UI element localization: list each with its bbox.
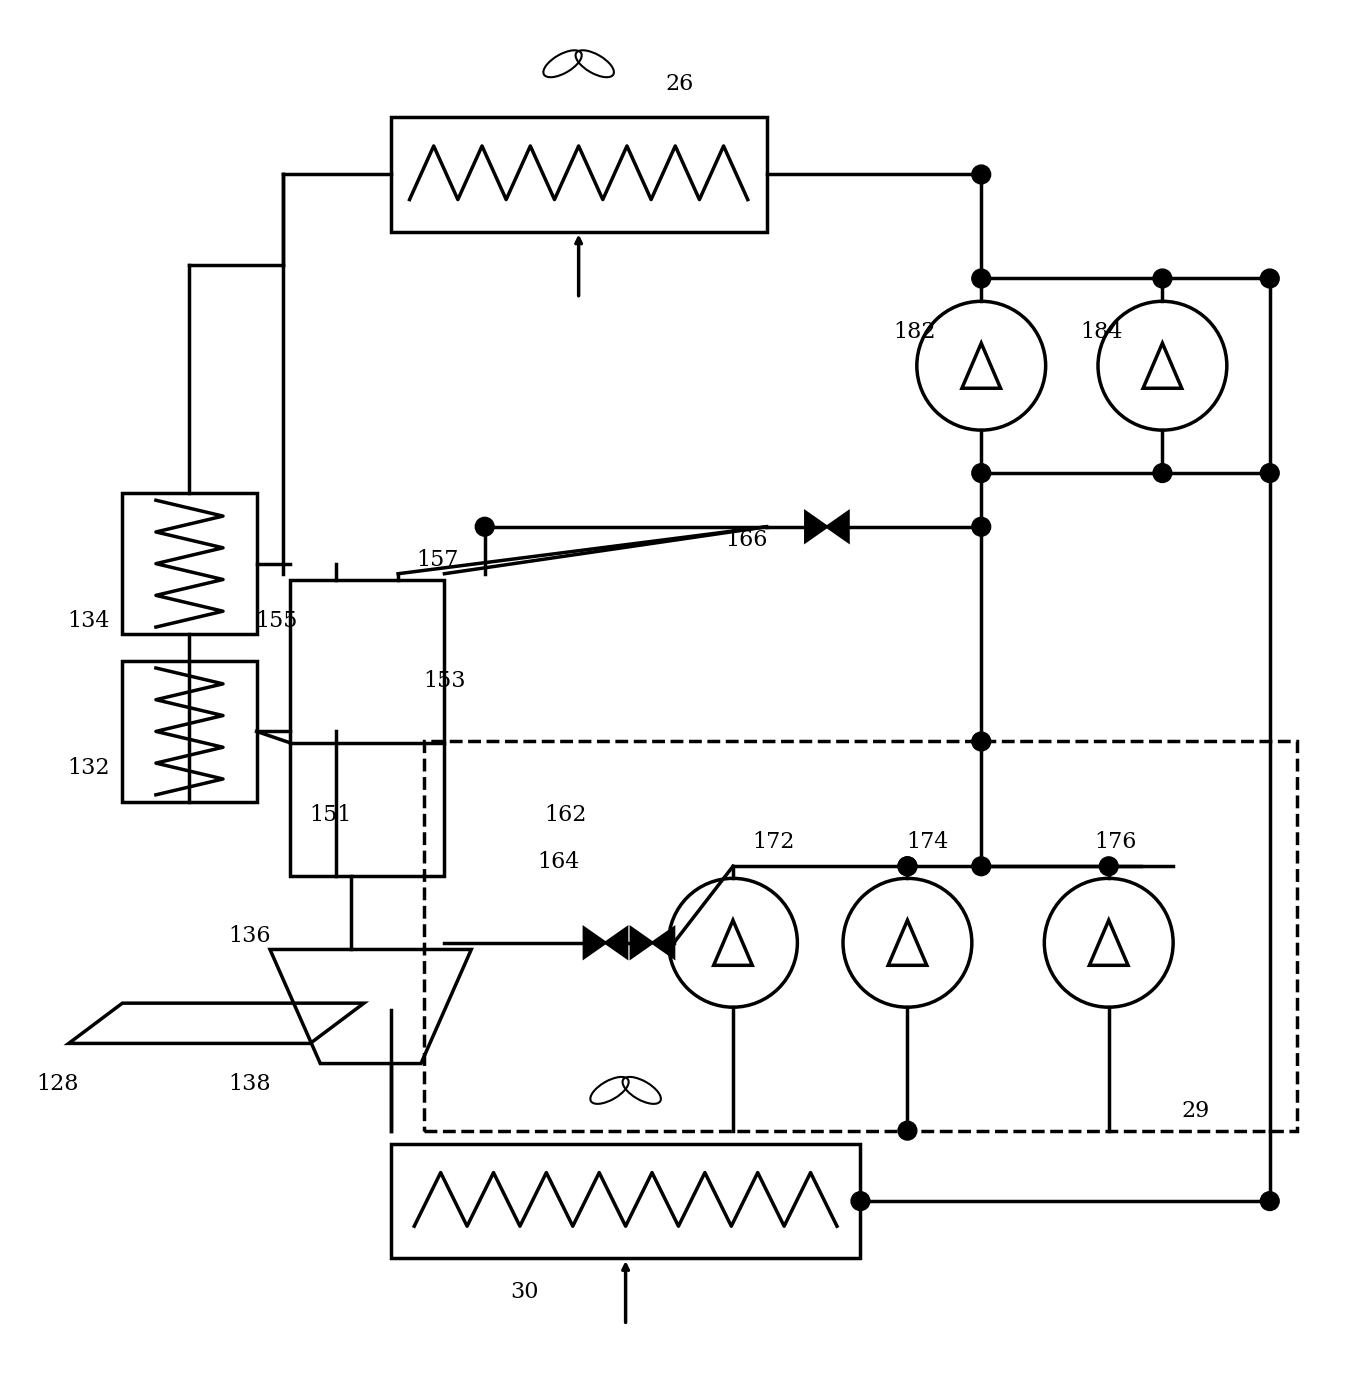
Circle shape bbox=[851, 1192, 870, 1210]
Circle shape bbox=[971, 464, 991, 482]
Text: 176: 176 bbox=[1095, 831, 1136, 853]
Circle shape bbox=[971, 732, 991, 751]
Polygon shape bbox=[605, 928, 627, 958]
Bar bbox=[391, 118, 767, 232]
Text: 136: 136 bbox=[229, 925, 272, 947]
Text: 162: 162 bbox=[545, 804, 586, 826]
Text: 138: 138 bbox=[229, 1072, 272, 1095]
Circle shape bbox=[971, 269, 991, 288]
Text: 134: 134 bbox=[67, 610, 110, 632]
Text: 30: 30 bbox=[510, 1281, 539, 1303]
Circle shape bbox=[1261, 269, 1279, 288]
Circle shape bbox=[475, 517, 494, 536]
Text: 166: 166 bbox=[726, 529, 767, 551]
Bar bbox=[424, 742, 1297, 1131]
Polygon shape bbox=[631, 928, 653, 958]
Circle shape bbox=[971, 165, 991, 183]
Circle shape bbox=[1152, 464, 1172, 482]
Circle shape bbox=[1099, 857, 1118, 875]
Circle shape bbox=[899, 857, 916, 875]
Text: 184: 184 bbox=[1081, 321, 1124, 343]
Circle shape bbox=[899, 857, 916, 875]
Text: 157: 157 bbox=[417, 549, 458, 571]
Polygon shape bbox=[805, 511, 827, 542]
Bar bbox=[122, 493, 257, 635]
Polygon shape bbox=[653, 928, 674, 958]
Circle shape bbox=[971, 857, 991, 875]
Circle shape bbox=[1261, 1192, 1279, 1210]
Circle shape bbox=[1152, 269, 1172, 288]
Text: 128: 128 bbox=[37, 1072, 80, 1095]
Text: 153: 153 bbox=[423, 669, 465, 692]
Text: 151: 151 bbox=[309, 804, 351, 826]
Text: 172: 172 bbox=[752, 831, 794, 853]
Bar bbox=[391, 1145, 860, 1258]
Text: 182: 182 bbox=[893, 321, 936, 343]
Text: 155: 155 bbox=[255, 610, 298, 632]
Polygon shape bbox=[584, 928, 605, 958]
Circle shape bbox=[971, 517, 991, 536]
Text: 29: 29 bbox=[1181, 1100, 1210, 1121]
Bar bbox=[122, 661, 257, 801]
Circle shape bbox=[899, 1121, 916, 1140]
Text: 164: 164 bbox=[538, 851, 580, 874]
Bar bbox=[289, 581, 445, 875]
Polygon shape bbox=[827, 511, 848, 542]
Text: 26: 26 bbox=[665, 72, 693, 94]
Circle shape bbox=[1261, 464, 1279, 482]
Text: 174: 174 bbox=[907, 831, 949, 853]
Text: 132: 132 bbox=[67, 757, 110, 779]
